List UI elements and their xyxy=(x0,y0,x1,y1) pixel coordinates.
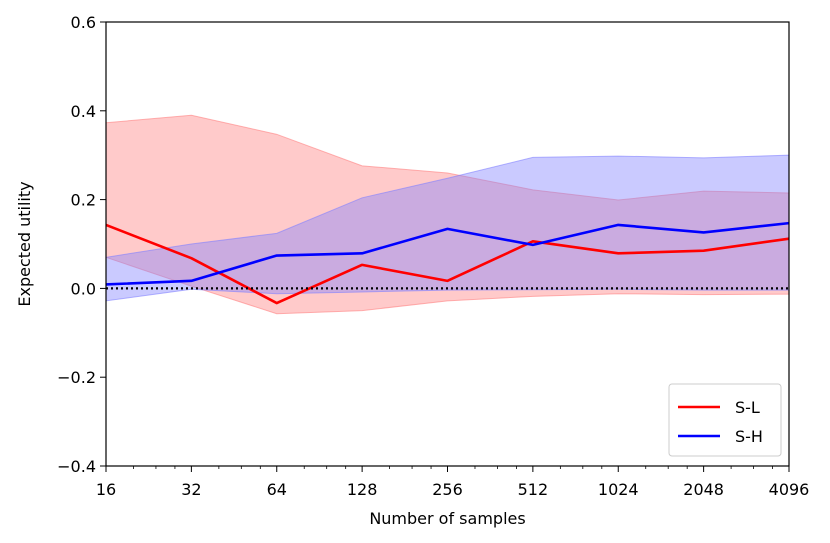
y-tick-label: 0.0 xyxy=(71,279,96,298)
y-tick-label: 0.4 xyxy=(71,102,96,121)
x-tick-label: 512 xyxy=(518,480,549,499)
legend-label-s-l: S-L xyxy=(735,398,760,417)
x-tick-label: 128 xyxy=(347,480,378,499)
legend-box xyxy=(668,383,782,457)
legend-label-s-h: S-H xyxy=(735,427,763,446)
y-tick-label: −0.2 xyxy=(57,368,96,387)
confidence-bands xyxy=(105,114,790,315)
x-tick-label: 16 xyxy=(96,480,116,499)
x-axis-ticks: 16 32 64 128 256 512 1024 2048 4096 xyxy=(96,466,810,499)
x-tick-label: 1024 xyxy=(598,480,639,499)
y-axis-title: Expected utility xyxy=(15,181,34,306)
y-axis-ticks: −0.4 −0.2 0.0 0.2 0.4 0.6 xyxy=(57,13,106,476)
x-tick-label: 256 xyxy=(432,480,463,499)
x-tick-label: 64 xyxy=(267,480,287,499)
x-tick-label: 2048 xyxy=(683,480,724,499)
x-tick-label: 32 xyxy=(181,480,201,499)
y-tick-label: 0.6 xyxy=(71,13,96,32)
legend: S-L S-H xyxy=(668,383,782,457)
x-tick-label: 4096 xyxy=(769,480,810,499)
y-tick-label: 0.2 xyxy=(71,191,96,210)
y-tick-label: −0.4 xyxy=(57,457,96,476)
x-axis-title: Number of samples xyxy=(369,509,525,528)
